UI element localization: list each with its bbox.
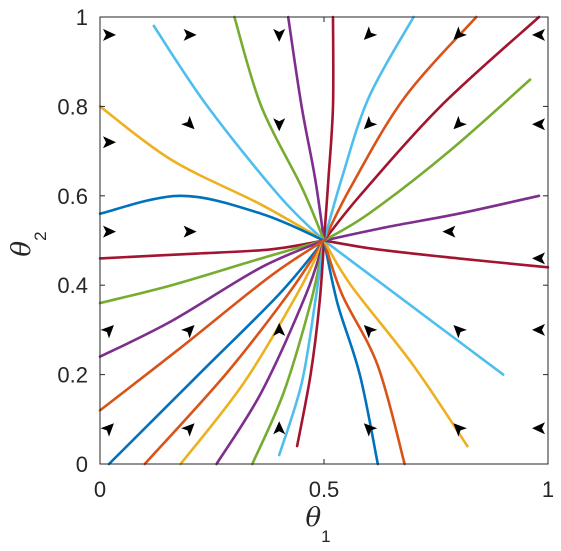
trajectory-9 [322,239,469,448]
x-axis-subscript: 1 [321,527,330,546]
y-tick-label: 0.6 [57,184,88,209]
trajectory-10 [322,239,505,376]
y-axis-label-group: θ2 [7,231,50,256]
arrowhead-24 [273,421,286,435]
trajectory-26 [98,239,326,412]
arrowhead-5 [532,28,545,41]
trajectory-3 [215,239,326,466]
arrowhead-0 [103,28,116,41]
arrowhead-25 [363,423,378,437]
direction-arrows [100,26,545,437]
y-tick-label: 0.4 [57,273,88,298]
trajectory-11 [322,239,550,269]
y-tick-label: 0.2 [57,363,88,388]
trajectory-17 [322,15,335,242]
trajectory-13 [322,78,532,242]
arrowhead-23 [181,423,195,437]
arrowhead-4 [453,26,467,40]
arrowhead-18 [273,322,286,336]
y-axis-label: θ2 [7,231,50,256]
y-axis-symbol: θ [7,241,37,257]
trajectory-0 [107,239,326,466]
trajectory-25 [98,239,326,358]
plot-area [98,15,550,466]
arrowhead-22 [100,423,114,437]
arrowhead-3 [363,26,378,40]
y-axis-subscript: 2 [31,231,50,240]
y-tick-labels: 0 0.2 0.4 0.6 0.8 1 [57,5,88,477]
trajectory-2 [179,239,326,466]
trajectory-18 [286,15,326,242]
trajectory-1 [143,239,326,466]
arrowhead-20 [453,324,467,339]
x-tick-label: 1 [542,477,554,502]
arrowhead-13 [183,225,197,238]
trajectory-14 [322,15,541,242]
x-tick-label: 0.5 [309,477,340,502]
trajectory-24 [98,239,326,305]
arrowhead-12 [103,225,116,238]
trajectory-20 [152,24,326,242]
tick-marks [99,16,549,465]
x-axis-label: θ1 [305,503,330,546]
arrowhead-9 [363,115,378,130]
trajectory-22 [98,194,326,242]
arrowhead-1 [183,28,197,41]
trajectory-21 [98,105,326,242]
arrowhead-7 [181,115,195,130]
arrowhead-21 [532,323,545,336]
arrowhead-27 [532,422,545,435]
trajectory-15 [322,15,478,242]
x-tick-labels: 0 0.5 1 [94,477,554,502]
trajectory-5 [277,239,326,457]
trajectory-23 [98,239,326,260]
arrowhead-2 [273,28,286,42]
y-tick-label: 0 [76,452,88,477]
arrowhead-8 [273,118,286,132]
trajectory-12 [322,194,541,242]
arrowhead-6 [103,136,116,149]
arrowhead-10 [453,115,467,130]
arrowhead-19 [363,324,378,339]
x-axis-symbol: θ [305,503,321,533]
y-tick-label: 1 [76,5,88,30]
arrowhead-17 [181,324,195,339]
arrowhead-15 [532,252,545,265]
trajectory-lines [98,15,550,466]
trajectory-4 [251,239,326,466]
arrowhead-14 [442,225,456,238]
arrowhead-11 [532,118,545,131]
x-tick-label: 0 [94,477,106,502]
trajectory-8 [322,239,406,466]
trajectory-19 [233,15,326,242]
y-tick-label: 0.8 [57,94,88,119]
arrowhead-26 [453,423,467,437]
arrowhead-16 [100,324,114,339]
trajectory-6 [295,239,326,448]
trajectory-16 [322,15,415,242]
